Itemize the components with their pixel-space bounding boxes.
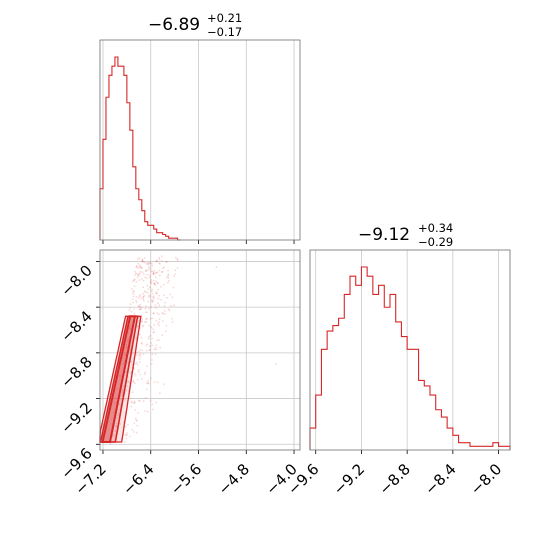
histogram-param2-panel: −9.6 −9.2 −8.8 −8.4 −8.0	[284, 249, 511, 499]
param2-x-tick-label: −8.0	[467, 460, 505, 498]
param1-x-tick-label: −6.4	[119, 460, 157, 498]
param1-x-tick-label: −5.6	[167, 460, 205, 498]
title-param2-minus: −0.29	[418, 235, 453, 249]
param2-y-tick-label: −8.0	[57, 262, 95, 300]
title-param1: −6.89	[148, 15, 200, 35]
panel-frame	[309, 249, 511, 451]
param2-x-tick-label: −8.8	[375, 460, 413, 498]
outlier-sample	[215, 266, 218, 269]
histogram-param1-panel	[99, 39, 301, 244]
param2-x-tick-label: −8.4	[421, 460, 459, 498]
title-param1-plus: +0.21	[207, 11, 242, 25]
param2-y-tick-label: −8.4	[57, 307, 95, 345]
param2-y-tick-label: −8.8	[57, 353, 95, 391]
title-param2-plus: +0.34	[418, 221, 453, 235]
param2-y-tick-label: −9.2	[57, 399, 95, 437]
outlier-sample	[275, 363, 278, 366]
panel-frame	[99, 39, 301, 241]
title-param1-minus: −0.17	[207, 25, 242, 39]
panel-frame	[99, 249, 301, 451]
histogram-param1-step	[99, 56, 181, 241]
histogram-param2-step	[309, 266, 511, 450]
scatter-contour-panel: −7.2 −6.4 −5.6 −4.8 −4.0−8.0−8.4−8.8−9.2−9.6	[57, 249, 301, 499]
contour-inner	[101, 315, 137, 443]
title-param2: −9.12	[358, 225, 410, 245]
param1-x-tick-label: −4.8	[215, 460, 253, 498]
param2-x-tick-label: −9.2	[330, 460, 368, 498]
